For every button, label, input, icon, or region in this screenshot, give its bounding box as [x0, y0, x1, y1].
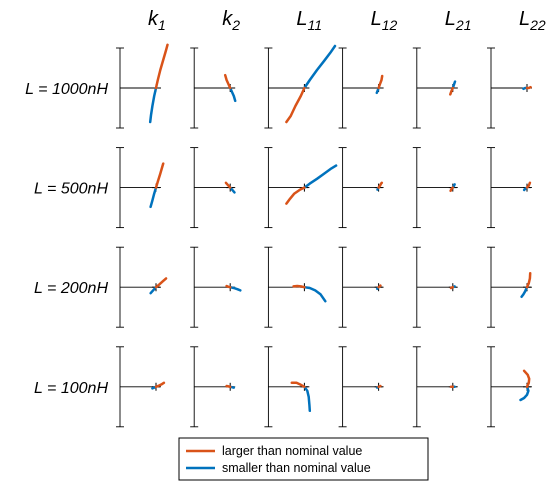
panel: [487, 47, 532, 129]
panel: [412, 147, 458, 229]
row-label: L = 200nH: [34, 280, 108, 297]
panel: [412, 346, 458, 428]
panel: [264, 346, 312, 428]
panel: [338, 246, 384, 328]
legend: larger than nominal value smaller than n…: [178, 437, 429, 481]
column-label-subscript: 12: [382, 17, 398, 33]
row-label: L = 1000nH: [25, 81, 108, 98]
column-label-subscript: 2: [231, 17, 240, 33]
panel: [116, 147, 165, 229]
panel: [264, 44, 337, 129]
legend-label-larger: larger than nominal value: [222, 444, 362, 458]
curve-larger: [377, 181, 384, 189]
column-label-subscript: 21: [455, 17, 472, 33]
curve-larger: [377, 74, 384, 90]
curve-larger: [154, 162, 165, 189]
curve-larger: [449, 285, 455, 290]
legend-label-smaller: smaller than nominal value: [222, 461, 371, 475]
column-label-main: L: [445, 8, 456, 30]
curve-larger: [154, 277, 168, 289]
column-label-l22: L22: [519, 8, 546, 33]
panel: [487, 346, 532, 428]
curve-larger: [225, 384, 232, 389]
curve-larger: [525, 271, 532, 289]
panel: [190, 246, 242, 328]
curve-larger: [225, 284, 232, 289]
panel: [338, 47, 384, 129]
curve-smaller: [519, 385, 530, 402]
curve-smaller: [149, 186, 158, 209]
curve-larger: [290, 381, 306, 389]
panel: [190, 47, 237, 129]
panel: [487, 147, 532, 229]
curve-smaller: [303, 164, 338, 189]
panel: [412, 246, 458, 328]
panel: [338, 147, 384, 229]
curve-larger: [223, 73, 232, 90]
curve-smaller: [303, 44, 337, 90]
column-label-l11: L11: [296, 8, 322, 33]
column-label-l12: L12: [371, 8, 398, 33]
panel: [116, 346, 166, 428]
column-label-main: k: [222, 8, 233, 30]
legend-box: [178, 437, 429, 481]
curve-larger: [525, 181, 532, 189]
row-labels: L = 1000nH L = 500nH L = 200nH L = 100nH: [25, 81, 108, 397]
curve-smaller: [520, 285, 529, 299]
panel: [116, 43, 169, 129]
column-labels: k1 k2 L11 L12 L21 L22: [148, 8, 546, 33]
curve-smaller: [148, 86, 158, 124]
column-label-main: k: [148, 8, 159, 30]
row-label: L = 500nH: [34, 181, 108, 198]
curve-smaller: [303, 285, 327, 303]
curve-smaller: [228, 285, 242, 292]
row-label: L = 100nH: [34, 380, 108, 397]
panel: [264, 246, 327, 328]
column-label-main: L: [296, 8, 307, 30]
panel: [190, 147, 236, 229]
column-label-subscript: 11: [308, 17, 323, 33]
column-label-main: L: [519, 8, 530, 30]
panel: [116, 246, 168, 328]
curve-smaller: [303, 385, 312, 413]
curve-larger: [449, 186, 455, 193]
curve-larger: [285, 186, 306, 205]
curve-larger: [377, 384, 382, 389]
column-label-k2: k2: [222, 8, 240, 33]
panel: [264, 147, 338, 229]
curve-larger: [522, 369, 531, 389]
curve-larger: [285, 86, 306, 124]
curve-smaller: [149, 285, 158, 295]
column-label-subscript: 1: [158, 17, 166, 33]
column-label-main: L: [371, 8, 382, 30]
panel: [412, 47, 458, 129]
column-label-l21: L21: [445, 8, 472, 33]
curve-larger: [292, 284, 306, 289]
panel-grid: [116, 43, 532, 428]
curve-larger: [154, 43, 169, 90]
curve-larger: [154, 381, 166, 389]
panel: [190, 346, 236, 428]
curve-larger: [525, 85, 532, 90]
curve-larger: [449, 86, 455, 96]
panel: [487, 246, 532, 328]
curve-smaller: [228, 86, 237, 103]
panel: [338, 346, 384, 428]
column-label-subscript: 22: [529, 17, 546, 33]
column-label-k1: k1: [148, 8, 166, 33]
curve-larger: [377, 284, 382, 289]
curve-larger: [224, 181, 232, 189]
